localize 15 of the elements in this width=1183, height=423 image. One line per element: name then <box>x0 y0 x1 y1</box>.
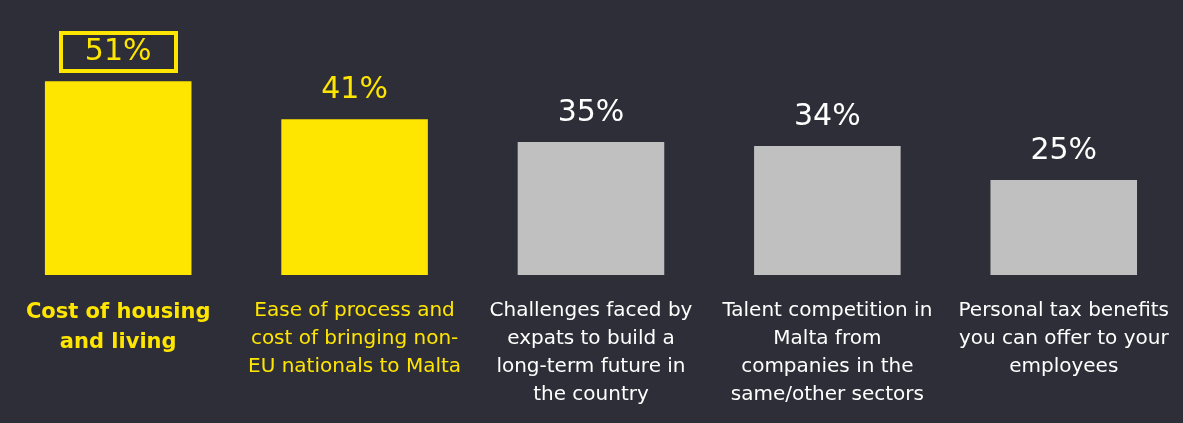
x-tick-label: Challenges faced by expats to build a long-term future in the country <box>489 297 693 406</box>
bar <box>517 142 665 275</box>
bar <box>990 180 1138 275</box>
x-tick-label: Personal tax benefits you can offer to your employees <box>958 297 1170 378</box>
data-label: 34% <box>794 96 861 132</box>
x-tick-label: Talent competition in Malta from companies in the same/other sectors <box>721 297 933 406</box>
bar <box>44 81 192 275</box>
data-label: 35% <box>557 92 625 128</box>
x-tick-label: Ease of process and cost of bringing non-EU nationals to Malta <box>248 297 462 378</box>
x-tick-label: Cost of housing and living <box>25 298 211 354</box>
bar <box>281 119 428 275</box>
data-label: 51% <box>84 32 152 68</box>
bar <box>754 145 901 275</box>
data-label: 41% <box>321 70 388 106</box>
data-label: 25% <box>1030 130 1098 166</box>
